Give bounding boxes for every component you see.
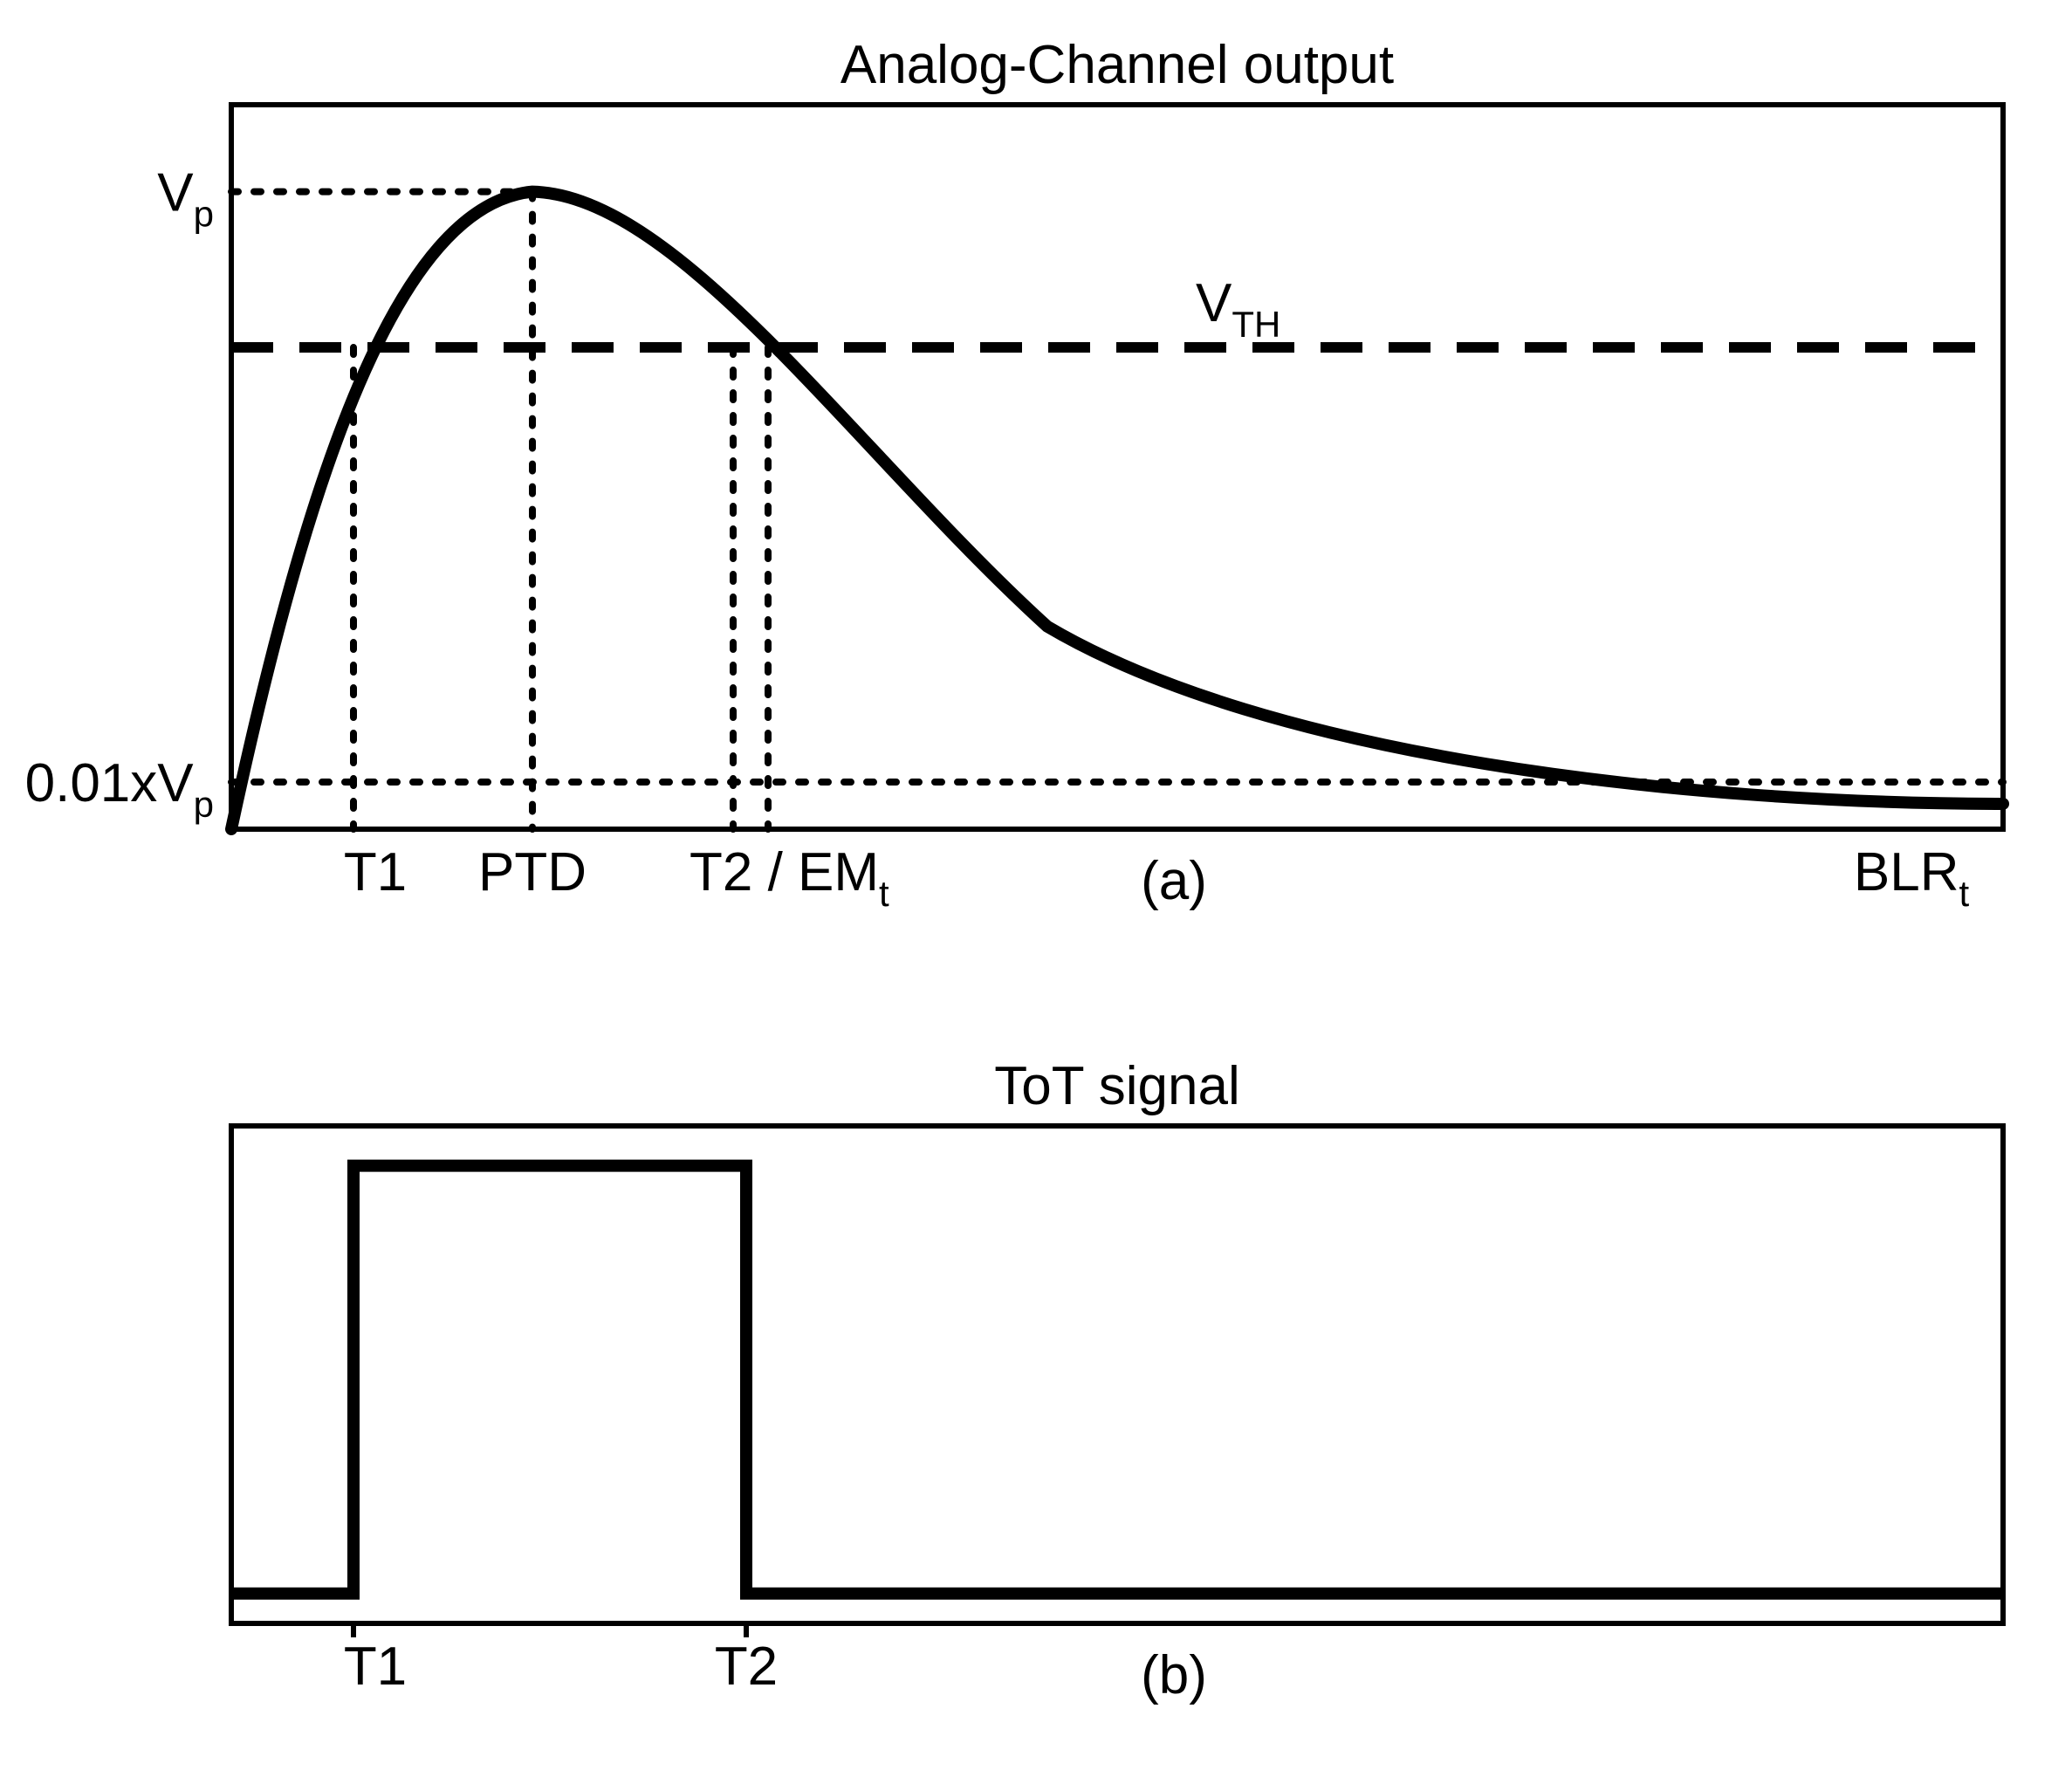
xlabel-b-t2: T2 xyxy=(715,1636,778,1697)
panel-a-title: Analog-Channel output xyxy=(840,35,1394,95)
figure-container: Analog-Channel output Vp 0.01xVp VTH T1 … xyxy=(0,0,2072,1784)
vp-label: Vp xyxy=(157,163,214,235)
figure-svg: Analog-Channel output Vp 0.01xVp VTH T1 … xyxy=(0,0,2072,1784)
baseline-001-label: 0.01xVp xyxy=(25,753,214,825)
xlabel-b-t1: T1 xyxy=(344,1636,407,1697)
xlabel-t1: T1 xyxy=(344,842,407,902)
panel-b-letter: (b) xyxy=(1141,1645,1207,1705)
tot-signal-curve xyxy=(231,1166,2003,1594)
xlabel-t2-emt: T2 / EMt xyxy=(690,842,889,914)
vth-label: VTH xyxy=(1196,273,1280,345)
panel-a-letter: (a) xyxy=(1141,851,1207,911)
analog-pulse-curve xyxy=(231,192,2003,829)
xlabel-blrt: BLRt xyxy=(1854,842,1970,914)
panel-b-frame xyxy=(231,1126,2003,1623)
panel-a-frame xyxy=(231,105,2003,829)
xlabel-ptd: PTD xyxy=(478,842,587,902)
panel-b-title: ToT signal xyxy=(994,1056,1239,1116)
